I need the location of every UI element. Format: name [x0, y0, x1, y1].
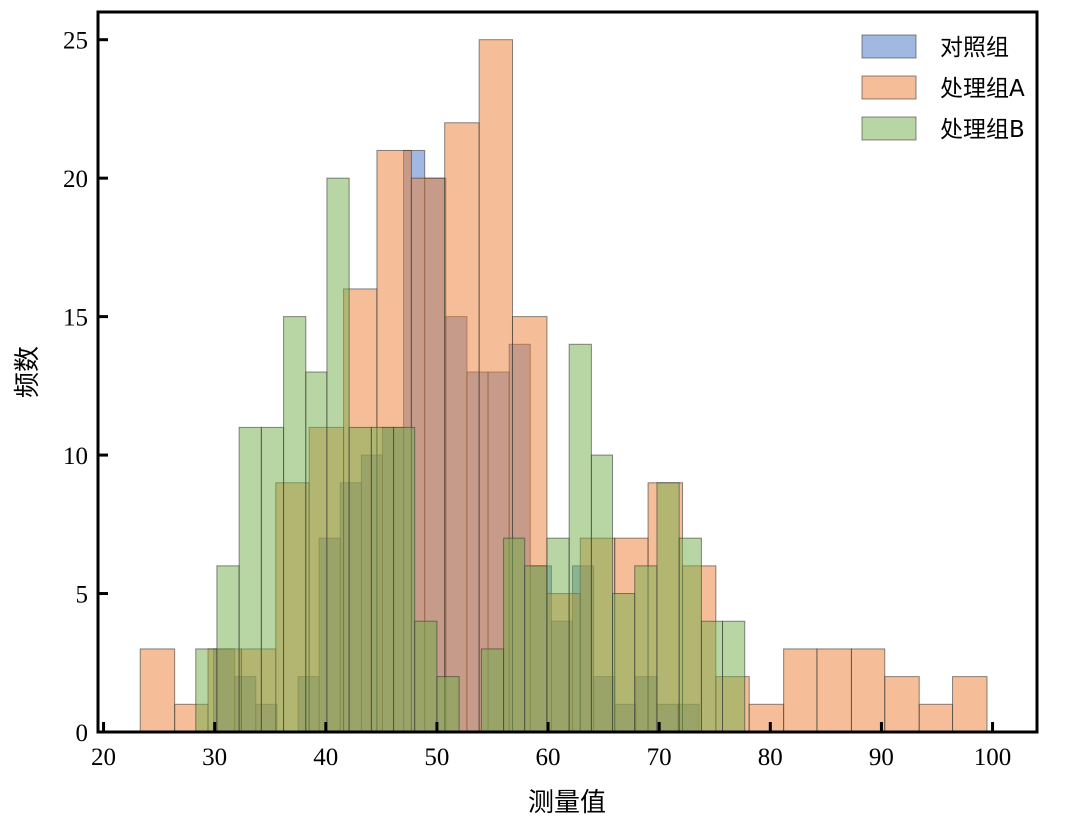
bar-treatment-b-18 [590, 454, 614, 733]
x-tick-label-30: 30 [202, 744, 227, 771]
x-tick-label-100: 100 [974, 744, 1012, 771]
legend-swatch-treatment-b [861, 116, 917, 141]
bar-treatment-a-20 [816, 648, 852, 733]
bar-treatment-b-8 [370, 426, 395, 733]
bar-treatment-b-23 [700, 620, 724, 733]
x-tick-label-40: 40 [313, 744, 338, 771]
x-tick-label-20: 20 [91, 744, 116, 771]
bar-treatment-b-21 [656, 482, 680, 733]
bar-treatment-a-22 [884, 676, 920, 733]
plot-frame [96, 10, 1039, 734]
bar-treatment-b-22 [678, 537, 702, 733]
y-tick-label-15: 15 [63, 305, 88, 332]
legend-label-control: 对照组 [940, 35, 1009, 61]
bar-treatment-b-7 [348, 426, 372, 733]
x-axis: 20 30 40 50 60 70 80 90 100 [91, 722, 1011, 771]
bar-treatment-a-21 [850, 648, 886, 733]
legend-label-treatment-a: 处理组A [940, 76, 1025, 102]
y-tick-label-0: 0 [76, 720, 89, 747]
bar-treatment-b-20 [634, 565, 658, 733]
x-tick-label-90: 90 [869, 744, 894, 771]
bar-treatment-b-1 [216, 565, 240, 733]
bar-treatment-b-3 [260, 426, 285, 733]
bar-treatment-a-24 [952, 676, 988, 733]
bar-treatment-a-23 [918, 703, 954, 733]
bar-treatment-b-19 [612, 593, 636, 733]
bar-treatment-b-17 [568, 343, 592, 733]
bar-treatment-b-15 [524, 565, 548, 733]
x-tick-label-60: 60 [536, 744, 561, 771]
y-tick-label-10: 10 [63, 443, 88, 470]
legend-swatch-control [861, 34, 917, 59]
x-axis-title: 测量值 [528, 788, 606, 818]
bar-treatment-b-11 [436, 676, 460, 733]
bar-treatment-b-13 [480, 648, 505, 733]
bar-treatment-b-0 [195, 648, 218, 733]
y-tick-label-5: 5 [76, 582, 89, 609]
bar-treatment-b-4 [283, 316, 307, 733]
bar-treatment-a-18 [748, 703, 785, 733]
y-axis: 0 5 10 15 20 25 [63, 28, 108, 747]
bar-treatment-b-2 [238, 426, 262, 733]
bar-treatment-b-24 [722, 620, 746, 733]
x-tick-label-80: 80 [758, 744, 783, 771]
x-tick-label-50: 50 [424, 744, 449, 771]
bar-treatment-a-19 [783, 648, 818, 733]
y-tick-label-20: 20 [63, 166, 88, 193]
bar-treatment-a-9 [444, 122, 480, 733]
legend-label-treatment-b: 处理组B [940, 117, 1025, 143]
x-tick-label-70: 70 [647, 744, 672, 771]
bar-treatment-b-14 [503, 537, 526, 733]
bars-layer [139, 39, 988, 733]
series-treatment-b [195, 177, 746, 733]
legend-swatch-treatment-a [861, 75, 917, 100]
bar-treatment-b-10 [414, 620, 438, 733]
y-axis-title: 频数 [13, 346, 43, 398]
bar-treatment-a-0 [139, 648, 176, 733]
bar-treatment-b-9 [393, 426, 416, 733]
bar-treatment-b-6 [326, 177, 350, 733]
bar-treatment-b-16 [546, 537, 570, 733]
bar-treatment-b-5 [305, 371, 328, 733]
y-tick-label-25: 25 [63, 28, 88, 55]
